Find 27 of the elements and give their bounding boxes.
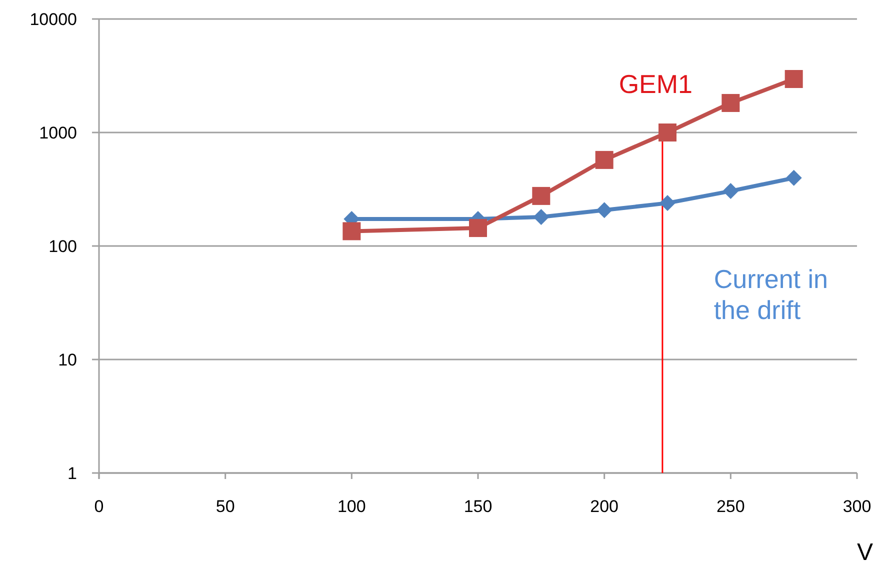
x-tick-label: 150 xyxy=(464,497,492,516)
y-tick-label: 1000 xyxy=(39,124,77,142)
x-tick-label: 0 xyxy=(94,497,104,516)
x-tick-label: 50 xyxy=(216,497,235,516)
x-axis-title: V xyxy=(856,539,873,566)
point xyxy=(658,124,676,142)
point xyxy=(533,209,550,226)
point xyxy=(722,183,739,200)
point xyxy=(469,219,487,238)
point xyxy=(596,202,612,218)
y-tick-label: 10 xyxy=(58,350,77,370)
point xyxy=(786,170,802,186)
point xyxy=(722,94,740,112)
y-tick-label: 100 xyxy=(48,237,77,256)
point xyxy=(595,150,614,169)
x-tick-label: 250 xyxy=(716,497,745,516)
x-tick-label: 200 xyxy=(590,497,619,516)
point xyxy=(342,222,361,240)
point xyxy=(784,70,803,88)
y-tick-label: 10000 xyxy=(30,10,77,29)
series-label: GEM1 xyxy=(618,69,693,100)
x-tick-label: 300 xyxy=(842,497,872,516)
x-tick-label: 100 xyxy=(337,497,366,516)
point xyxy=(532,186,550,205)
point xyxy=(660,195,676,212)
y-tick-label: 1 xyxy=(68,464,77,483)
text: Current in the drift xyxy=(714,264,828,325)
